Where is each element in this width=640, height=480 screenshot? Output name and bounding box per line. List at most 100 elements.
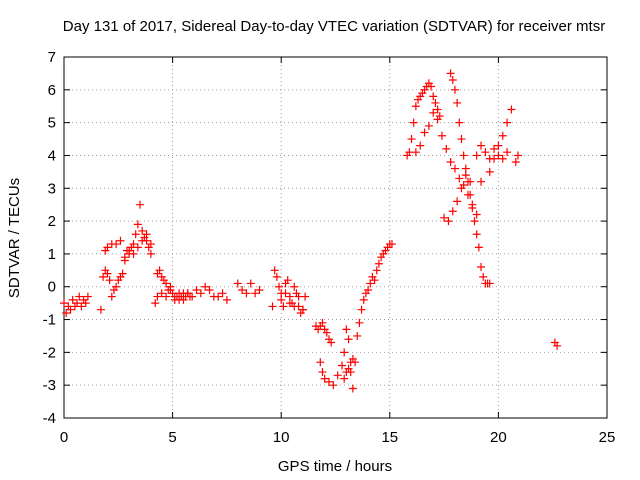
y-tick-label: 5 — [48, 115, 56, 132]
data-point — [374, 259, 383, 268]
x-axis-label: GPS time / hours — [278, 458, 392, 475]
data-point — [138, 236, 147, 245]
data-point — [437, 131, 446, 140]
y-tick-label: -2 — [43, 344, 56, 361]
data-point — [387, 240, 396, 249]
data-point — [468, 200, 477, 209]
data-point — [455, 174, 464, 183]
y-tick-label: 0 — [48, 279, 56, 296]
data-point — [344, 335, 353, 344]
data-point — [411, 102, 420, 111]
data-point — [324, 377, 333, 386]
data-point — [450, 164, 459, 173]
data-point — [272, 272, 281, 281]
data-point — [411, 148, 420, 157]
data-point — [477, 263, 486, 272]
data-point — [353, 331, 362, 340]
data-point — [342, 325, 351, 334]
data-point — [162, 279, 171, 288]
data-point — [433, 105, 442, 114]
data-point — [429, 92, 438, 101]
x-tick-label: 20 — [490, 429, 507, 446]
data-point — [322, 328, 331, 337]
data-point — [290, 302, 299, 311]
data-point — [283, 276, 292, 285]
data-point — [103, 243, 112, 252]
data-point — [446, 69, 455, 78]
data-point — [151, 299, 160, 308]
data-point — [105, 276, 114, 285]
data-point — [138, 226, 147, 235]
data-point — [96, 305, 105, 314]
data-point — [457, 135, 466, 144]
data-point — [431, 98, 440, 107]
data-point — [318, 318, 327, 327]
data-point — [251, 289, 260, 298]
axis-ticks: 0 5 10 15 20 25 -4 -3 -2 -1 0 1 2 3 4 5 6 7 — [43, 49, 616, 446]
data-point — [60, 299, 68, 308]
data-point — [118, 269, 127, 278]
y-tick-label: 3 — [48, 180, 56, 197]
data-point — [290, 282, 299, 291]
y-axis-label: SDTVAR / TECUs — [6, 178, 23, 298]
data-points — [60, 69, 562, 393]
y-tick-label: -4 — [43, 410, 56, 427]
data-point — [205, 286, 214, 295]
data-point — [155, 266, 164, 275]
data-point — [162, 292, 171, 301]
x-tick-label: 25 — [599, 429, 616, 446]
data-point — [112, 282, 121, 291]
data-point — [472, 151, 481, 160]
data-point — [142, 230, 151, 239]
data-point — [490, 144, 499, 153]
data-point — [166, 286, 175, 295]
data-point — [81, 299, 90, 308]
data-point — [455, 118, 464, 127]
data-point — [77, 302, 86, 311]
data-point — [427, 82, 436, 91]
data-point — [157, 289, 166, 298]
data-point — [472, 230, 481, 239]
data-point — [511, 158, 520, 167]
data-point — [192, 286, 201, 295]
data-point — [146, 240, 155, 249]
data-point — [218, 289, 227, 298]
data-point — [196, 289, 205, 298]
data-point — [99, 272, 108, 281]
data-point — [459, 180, 468, 189]
data-point — [407, 135, 416, 144]
y-tick-label: -3 — [43, 377, 56, 394]
data-point — [446, 158, 455, 167]
data-point — [490, 154, 499, 163]
data-point — [440, 213, 449, 222]
y-tick-label: -1 — [43, 312, 56, 329]
data-point — [340, 374, 349, 383]
data-point — [62, 308, 71, 317]
data-point — [424, 121, 433, 130]
data-point — [270, 266, 279, 275]
data-point — [320, 374, 329, 383]
x-tick-label: 0 — [60, 429, 68, 446]
data-point — [450, 85, 459, 94]
data-point — [453, 197, 462, 206]
y-tick-label: 7 — [48, 49, 56, 66]
x-tick-label: 10 — [273, 429, 290, 446]
data-point — [370, 276, 379, 285]
data-point — [129, 240, 138, 249]
data-point — [409, 118, 418, 127]
data-point — [329, 381, 338, 390]
data-point — [338, 361, 347, 370]
data-point — [279, 302, 288, 311]
data-point — [351, 358, 360, 367]
data-point — [318, 368, 327, 377]
data-point — [268, 302, 277, 311]
data-point — [494, 141, 503, 150]
data-point — [66, 305, 75, 314]
data-point — [136, 200, 145, 209]
data-point — [333, 371, 342, 380]
data-point — [470, 217, 479, 226]
data-point — [485, 279, 494, 288]
data-point — [201, 282, 210, 291]
data-point — [448, 207, 457, 216]
data-point — [133, 243, 142, 252]
